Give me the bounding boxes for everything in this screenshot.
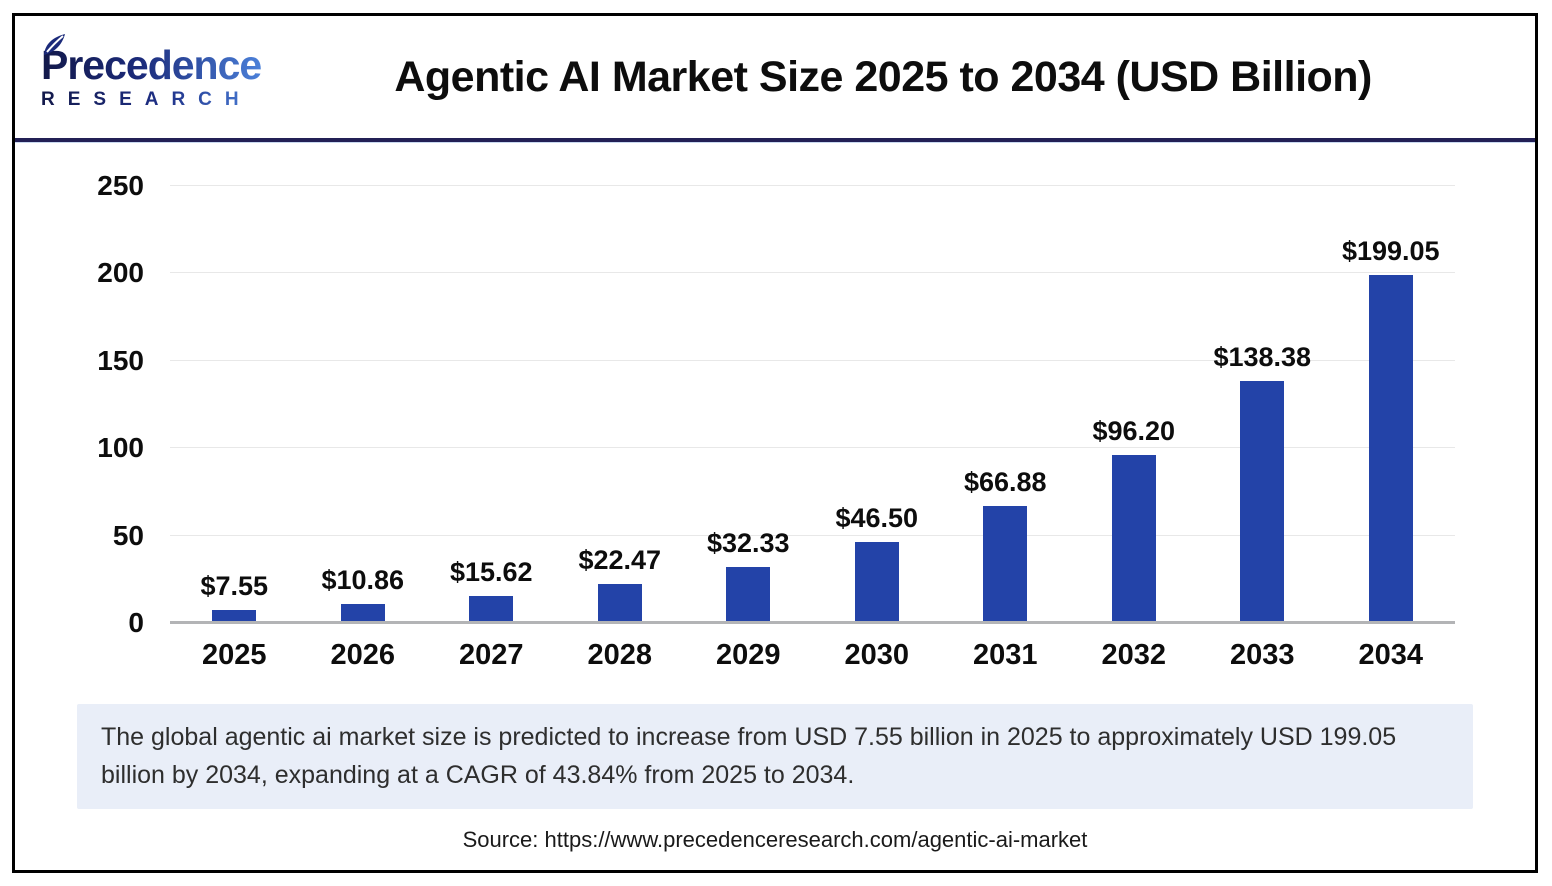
x-tick-label-2027: 2027 bbox=[458, 639, 524, 671]
bar-2026 bbox=[340, 604, 385, 623]
logo-research-text: RESEARCH bbox=[41, 90, 261, 109]
bar-column-2030: $46.50 bbox=[813, 186, 942, 623]
bar-2032 bbox=[1111, 454, 1156, 623]
x-axis-baseline bbox=[170, 621, 1455, 624]
y-tick-label-250: 250 bbox=[97, 170, 144, 201]
x-tick-label-2033: 2033 bbox=[1229, 639, 1295, 671]
bar-value-label: $96.20 bbox=[1092, 415, 1176, 446]
bar-value-label: $15.62 bbox=[449, 556, 533, 587]
y-tick-label-100: 100 bbox=[97, 432, 144, 464]
gridline-250 bbox=[170, 185, 1455, 186]
bar-column-2032: $96.20 bbox=[1070, 186, 1199, 623]
x-tick-label-2031: 2031 bbox=[972, 639, 1038, 671]
bar-column-2029: $32.33 bbox=[684, 186, 813, 623]
bar-value-label: $46.50 bbox=[835, 502, 919, 533]
bar-columns: $7.55 $10.86 $15.62 $22.47 $32.33 $46.50 $66.8… bbox=[170, 186, 1455, 623]
bar-2028 bbox=[597, 583, 642, 623]
x-tick-label-2025: 2025 bbox=[201, 639, 267, 671]
chart-area: 0 50 100 150 200 250 $7.55 $10.86 $15.62 $22.47 $… bbox=[97, 170, 1455, 638]
bar-value-label: $66.88 bbox=[963, 467, 1047, 498]
x-tick-label-2032: 2032 bbox=[1101, 639, 1166, 671]
bar-2034 bbox=[1368, 275, 1413, 623]
bar-column-2026: $10.86 bbox=[299, 186, 428, 623]
bar-2027 bbox=[469, 595, 514, 623]
bar-column-2025: $7.55 bbox=[170, 186, 299, 623]
x-tick-label-2034: 2034 bbox=[1358, 639, 1423, 671]
bar-2033 bbox=[1240, 381, 1285, 623]
bar-2029 bbox=[726, 566, 771, 623]
page-title: Agentic AI Market Size 2025 to 2034 (USD… bbox=[394, 52, 1372, 101]
gridline-150 bbox=[170, 359, 1455, 361]
bar-column-2028: $22.47 bbox=[556, 186, 685, 623]
bar-value-label: $32.33 bbox=[706, 527, 790, 558]
bar-2030 bbox=[854, 541, 899, 623]
y-tick-label-200: 200 bbox=[97, 257, 144, 289]
x-tick-label-2028: 2028 bbox=[587, 639, 652, 671]
y-tick-label-150: 150 bbox=[97, 344, 144, 376]
bar-column-2027: $15.62 bbox=[427, 186, 556, 623]
gridline-50 bbox=[170, 534, 1455, 536]
source-text: Source: https://www.precedenceresearch.c… bbox=[462, 827, 1088, 852]
bar-value-label: $138.38 bbox=[1213, 342, 1312, 373]
header: Precedence RESEARCH Agentic AI Market Si… bbox=[15, 16, 1535, 143]
y-tick-label-0: 0 bbox=[128, 607, 144, 638]
bar-column-2034: $199.05 bbox=[1327, 186, 1456, 623]
x-tick-label-2030: 2030 bbox=[844, 639, 909, 671]
bar-2031 bbox=[983, 506, 1028, 623]
x-axis: 2025 2026 2027 2028 2029 2030 2031 2032 2033 2034 bbox=[170, 639, 1455, 672]
page-frame: Precedence RESEARCH Agentic AI Market Si… bbox=[12, 13, 1538, 873]
summary-box: The global agentic ai market size is pre… bbox=[77, 704, 1473, 809]
bar-value-label: $22.47 bbox=[578, 544, 662, 575]
bar-column-2031: $66.88 bbox=[941, 186, 1070, 623]
plot-area: 0 50 100 150 200 250 $7.55 $10.86 $15.62 $22.47 $… bbox=[97, 170, 1455, 638]
gridline-200 bbox=[170, 272, 1455, 274]
summary-text: The global agentic ai market size is pre… bbox=[101, 723, 1397, 789]
bar-value-label: $10.86 bbox=[321, 565, 405, 596]
brand-logo: Precedence RESEARCH bbox=[41, 34, 262, 109]
y-tick-label-50: 50 bbox=[112, 519, 144, 551]
bar-value-label: $199.05 bbox=[1341, 236, 1440, 267]
bar-value-label: $7.55 bbox=[200, 570, 269, 601]
logo-precedence-text: Precedence bbox=[41, 42, 262, 88]
gridline-100 bbox=[170, 447, 1455, 449]
logo-leaf-icon bbox=[44, 34, 65, 55]
x-tick-label-2029: 2029 bbox=[715, 639, 781, 671]
x-tick-label-2026: 2026 bbox=[330, 639, 395, 671]
bar-column-2033: $138.38 bbox=[1198, 186, 1327, 623]
bar-2025 bbox=[212, 609, 257, 623]
